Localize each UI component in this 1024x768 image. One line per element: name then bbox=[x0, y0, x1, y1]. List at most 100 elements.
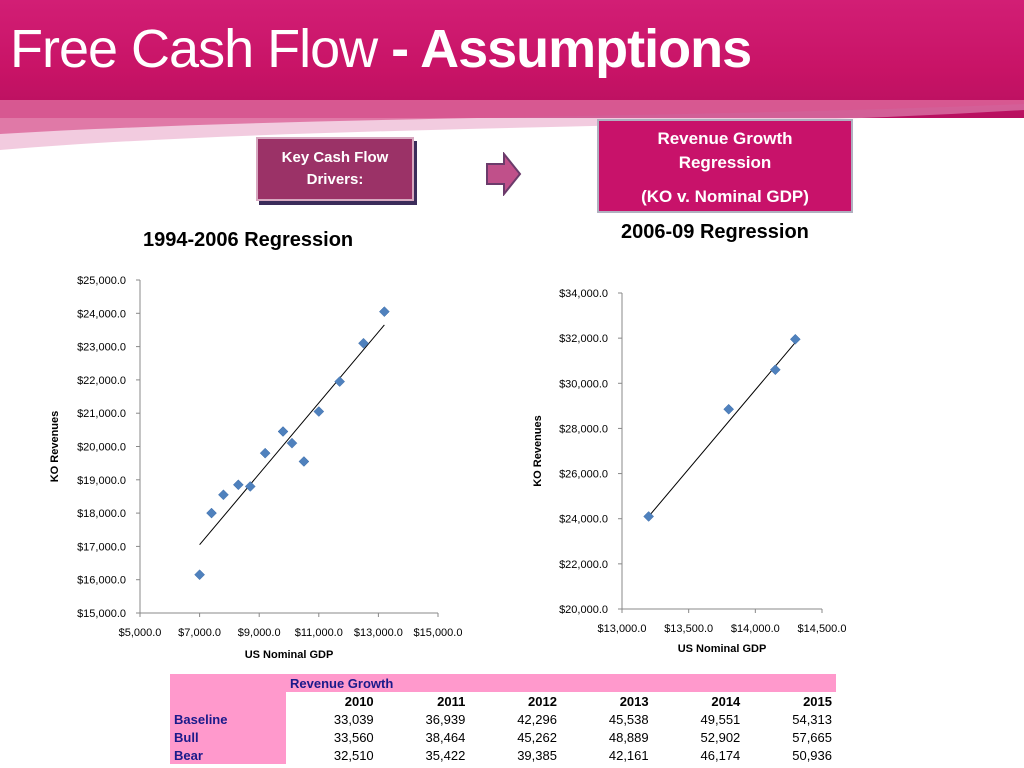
year-cell: 2015 bbox=[803, 693, 832, 709]
table-row: Bull 33,560 38,464 45,262 48,889 52,902 … bbox=[170, 728, 836, 746]
y-tick-label: $20,000.0 bbox=[559, 604, 608, 616]
value-cell: 36,939 bbox=[425, 711, 466, 727]
value-cell: 49,551 bbox=[700, 711, 741, 727]
table-year-label bbox=[170, 692, 286, 710]
value-cell: 45,538 bbox=[608, 711, 649, 727]
value-cell: 46,174 bbox=[700, 747, 741, 763]
y-tick-label: $30,000.0 bbox=[559, 378, 608, 390]
value-cell: 32,510 bbox=[333, 747, 374, 763]
y-axis-label: KO Revenues bbox=[532, 415, 544, 487]
y-tick-label: $26,000.0 bbox=[559, 469, 608, 481]
slide-title: Free Cash Flow - Assumptions bbox=[10, 18, 752, 80]
y-tick-label: $15,000.0 bbox=[77, 608, 126, 620]
value-cell: 42,296 bbox=[517, 711, 557, 727]
x-tick-label: $14,500.0 bbox=[798, 623, 847, 635]
value-cell: 33,039 bbox=[333, 711, 374, 727]
growth-line3: (KO v. Nominal GDP) bbox=[641, 187, 809, 206]
year-cell: 2013 bbox=[619, 693, 649, 709]
key-drivers-box: Key Cash Flow Drivers: bbox=[256, 137, 414, 201]
table-row: Baseline 33,039 36,939 42,296 45,538 49,… bbox=[170, 710, 836, 728]
table-year-row: 2010 2011 2012 2013 2014 2015 bbox=[170, 692, 836, 710]
x-tick-label: $11,000.0 bbox=[295, 627, 343, 639]
data-point bbox=[313, 406, 325, 417]
data-point bbox=[298, 456, 310, 467]
data-point bbox=[286, 437, 298, 449]
x-axis-label: US Nominal GDP bbox=[245, 649, 334, 661]
trendline bbox=[199, 324, 385, 546]
y-tick-label: $24,000.0 bbox=[559, 514, 608, 526]
title-main: Free Cash Flow bbox=[10, 19, 392, 79]
x-tick-label: $13,000.0 bbox=[598, 623, 647, 635]
value-cell: 38,464 bbox=[425, 729, 466, 745]
row-label: Baseline bbox=[170, 710, 286, 728]
value-cell: 33,560 bbox=[333, 729, 374, 745]
y-tick-label: $18,000.0 bbox=[77, 508, 126, 520]
y-tick-label: $20,000.0 bbox=[77, 442, 126, 454]
row-label: Bull bbox=[170, 728, 286, 746]
value-cell: 45,262 bbox=[517, 729, 557, 745]
data-point bbox=[769, 364, 781, 376]
value-cell: 50,936 bbox=[792, 747, 832, 763]
table-title-row: Revenue Growth bbox=[170, 674, 836, 692]
year-cell: 2012 bbox=[528, 693, 557, 709]
revenue-growth-box: Revenue Growth Regression (KO v. Nominal… bbox=[597, 119, 853, 213]
growth-line2: Regression bbox=[678, 153, 772, 172]
x-tick-label: $7,000.0 bbox=[178, 627, 221, 639]
x-tick-label: $13,500.0 bbox=[664, 623, 713, 635]
y-tick-label: $19,000.0 bbox=[77, 475, 126, 487]
y-tick-label: $25,000.0 bbox=[77, 275, 126, 287]
value-cell: 54,313 bbox=[792, 711, 832, 727]
x-tick-label: $9,000.0 bbox=[238, 627, 281, 639]
y-tick-label: $23,000.0 bbox=[77, 342, 126, 354]
data-point bbox=[232, 479, 244, 491]
title-bold: - Assumptions bbox=[391, 19, 752, 79]
year-cell: 2010 bbox=[344, 693, 374, 709]
chart1-title: 1994-2006 Regression bbox=[143, 229, 354, 251]
data-point bbox=[379, 306, 390, 317]
value-cell: 42,161 bbox=[608, 747, 649, 763]
y-tick-label: $24,000.0 bbox=[77, 308, 126, 320]
y-tick-label: $17,000.0 bbox=[77, 541, 126, 553]
y-tick-label: $22,000.0 bbox=[77, 375, 126, 387]
x-tick-label: $13,000.0 bbox=[354, 627, 403, 639]
y-tick-label: $28,000.0 bbox=[559, 423, 608, 435]
value-cell: 57,665 bbox=[792, 729, 832, 745]
data-point bbox=[206, 507, 217, 519]
table-corner bbox=[170, 674, 286, 692]
x-tick-label: $15,000.0 bbox=[414, 627, 463, 639]
x-tick-label: $14,000.0 bbox=[731, 623, 780, 635]
y-tick-label: $16,000.0 bbox=[77, 575, 126, 587]
year-cell: 2014 bbox=[711, 693, 741, 709]
data-point bbox=[218, 489, 229, 501]
table-title: Revenue Growth bbox=[286, 674, 836, 692]
data-point bbox=[259, 447, 271, 459]
chart2-title: 2006-09 Regression bbox=[621, 221, 809, 243]
data-point bbox=[244, 481, 256, 492]
data-point bbox=[277, 426, 289, 437]
y-tick-label: $22,000.0 bbox=[559, 559, 608, 571]
data-point bbox=[789, 333, 801, 345]
title-banner bbox=[0, 0, 1024, 118]
y-tick-label: $34,000.0 bbox=[559, 288, 608, 300]
row-label: Bear bbox=[170, 746, 286, 764]
value-cell: 48,889 bbox=[608, 729, 649, 745]
y-axis-label: KO Revenues bbox=[49, 411, 61, 483]
growth-line1: Revenue Growth bbox=[657, 129, 793, 148]
revenue-growth-table: Revenue Growth 2010 2011 2012 2013 2014 … bbox=[170, 674, 836, 764]
value-cell: 39,385 bbox=[517, 747, 557, 763]
value-cell: 52,902 bbox=[700, 729, 741, 745]
y-tick-label: $21,000.0 bbox=[77, 408, 126, 420]
data-point bbox=[358, 337, 369, 349]
table-row: Bear 32,510 35,422 39,385 42,161 46,174 … bbox=[170, 746, 836, 764]
data-point bbox=[194, 569, 205, 581]
data-point bbox=[723, 403, 735, 415]
year-cell: 2011 bbox=[437, 693, 466, 709]
banner-wave bbox=[0, 100, 1024, 150]
x-tick-label: $5,000.0 bbox=[119, 627, 162, 639]
data-point bbox=[643, 511, 655, 522]
value-cell: 35,422 bbox=[425, 747, 466, 763]
data-point bbox=[334, 376, 346, 387]
x-axis-label: US Nominal GDP bbox=[678, 643, 767, 655]
y-tick-label: $32,000.0 bbox=[559, 333, 608, 345]
